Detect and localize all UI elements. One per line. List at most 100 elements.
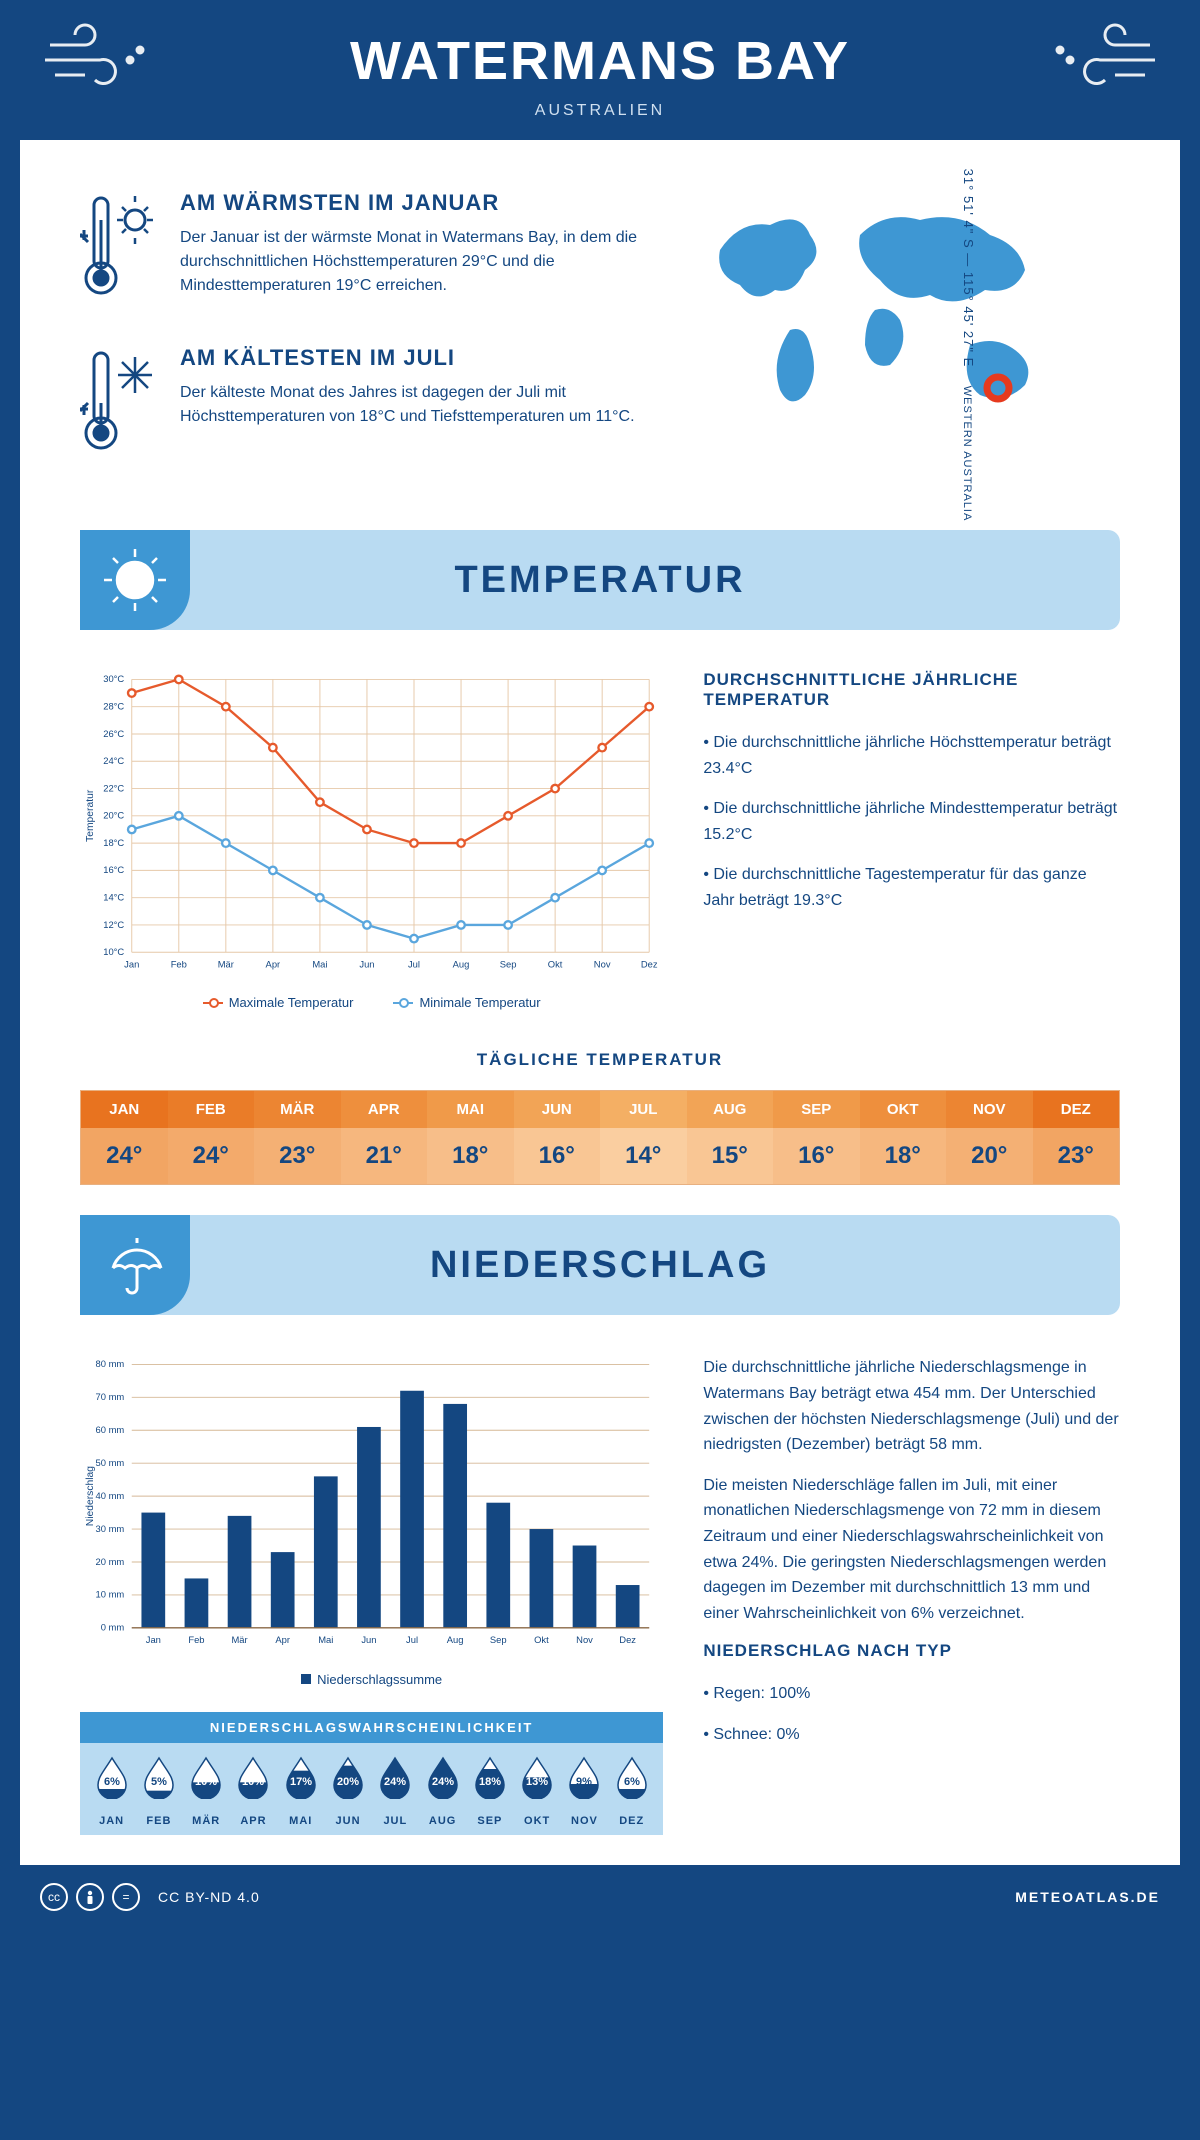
daily-cell: APR21° — [341, 1091, 428, 1184]
svg-text:10%: 10% — [195, 1776, 217, 1788]
svg-text:6%: 6% — [624, 1776, 640, 1788]
svg-text:Dez: Dez — [619, 1634, 636, 1645]
svg-text:16°C: 16°C — [103, 864, 124, 875]
daily-cell: MÄR23° — [254, 1091, 341, 1184]
precip-type-heading: NIEDERSCHLAG NACH TYP — [703, 1641, 1120, 1661]
thermometer-sun-icon — [80, 190, 160, 305]
temperature-title: TEMPERATUR — [190, 559, 1120, 602]
drop-cell: 10% APR — [230, 1755, 277, 1827]
drop-cell: 20% JUN — [324, 1755, 371, 1827]
svg-text:Sep: Sep — [490, 1634, 507, 1645]
warmest-block: AM WÄRMSTEN IM JANUAR Der Januar ist der… — [80, 190, 660, 305]
annual-temp-heading: DURCHSCHNITTLICHE JÄHRLICHE TEMPERATUR — [703, 670, 1120, 710]
svg-text:80 mm: 80 mm — [96, 1359, 125, 1370]
svg-text:40 mm: 40 mm — [96, 1490, 125, 1501]
daily-cell: FEB24° — [168, 1091, 255, 1184]
precip-para-1: Die durchschnittliche jährliche Niedersc… — [703, 1355, 1120, 1457]
svg-text:Aug: Aug — [447, 1634, 464, 1645]
svg-text:70 mm: 70 mm — [96, 1392, 125, 1403]
precipitation-probability-box: NIEDERSCHLAGSWAHRSCHEINLICHKEIT 6% JAN 5… — [80, 1712, 663, 1835]
chart-legend: Maximale Temperatur Minimale Temperatur — [80, 995, 663, 1010]
precipitation-bar-chart: 0 mm 10 mm 20 mm 30 mm 40 mm 50 mm 60 mm 70 mm 8… — [80, 1355, 663, 1834]
wind-icon — [1040, 20, 1160, 105]
site-brand: METEOATLAS.DE — [1015, 1889, 1160, 1905]
svg-text:6%: 6% — [104, 1776, 120, 1788]
drop-cell: 9% NOV — [561, 1755, 608, 1827]
umbrella-icon — [80, 1215, 190, 1315]
svg-text:14°C: 14°C — [103, 891, 124, 902]
svg-text:24°C: 24°C — [103, 755, 124, 766]
svg-text:Temperatur: Temperatur — [85, 789, 96, 842]
svg-text:30 mm: 30 mm — [96, 1523, 125, 1534]
svg-text:10°C: 10°C — [103, 946, 124, 957]
drop-cell: 6% JAN — [88, 1755, 135, 1827]
svg-text:28°C: 28°C — [103, 701, 124, 712]
precip-type-list: • Regen: 100%• Schnee: 0% — [703, 1681, 1120, 1747]
svg-text:Okt: Okt — [534, 1634, 549, 1645]
coldest-text: Der kälteste Monat des Jahres ist dagege… — [180, 381, 660, 429]
svg-text:Apr: Apr — [266, 958, 281, 969]
drop-cell: 18% SEP — [466, 1755, 513, 1827]
page-title: WATERMANS BAY — [0, 30, 1200, 92]
svg-text:Mai: Mai — [312, 958, 327, 969]
svg-text:50 mm: 50 mm — [96, 1457, 125, 1468]
footer: cc = CC BY-ND 4.0 METEOATLAS.DE — [0, 1865, 1200, 1929]
daily-cell: SEP16° — [773, 1091, 860, 1184]
drop-cell: 10% MÄR — [183, 1755, 230, 1827]
svg-text:Nov: Nov — [576, 1634, 593, 1645]
coldest-heading: AM KÄLTESTEN IM JULI — [180, 345, 660, 371]
svg-text:Dez: Dez — [641, 958, 658, 969]
svg-text:60 mm: 60 mm — [96, 1425, 125, 1436]
svg-text:20%: 20% — [337, 1776, 359, 1788]
by-icon — [76, 1883, 104, 1911]
drop-cell: 17% MAI — [277, 1755, 324, 1827]
svg-text:Nov: Nov — [594, 958, 611, 969]
temperature-line-chart: 10°C12°C14°C16°C18°C20°C22°C24°C26°C28°C… — [80, 670, 663, 1010]
svg-text:Feb: Feb — [188, 1634, 204, 1645]
daily-cell: NOV20° — [946, 1091, 1033, 1184]
precipitation-title: NIEDERSCHLAG — [190, 1244, 1120, 1287]
svg-text:0 mm: 0 mm — [101, 1622, 125, 1633]
svg-text:Okt: Okt — [548, 958, 563, 969]
svg-text:30°C: 30°C — [103, 673, 124, 684]
cc-icon: cc — [40, 1883, 68, 1911]
daily-temp-title: TÄGLICHE TEMPERATUR — [80, 1050, 1120, 1070]
daily-temperature-table: JAN24°FEB24°MÄR23°APR21°MAI18°JUN16°JUL1… — [80, 1090, 1120, 1185]
daily-cell: OKT18° — [860, 1091, 947, 1184]
svg-text:Jul: Jul — [406, 1634, 418, 1645]
svg-text:17%: 17% — [290, 1776, 312, 1788]
coldest-block: AM KÄLTESTEN IM JULI Der kälteste Monat … — [80, 345, 660, 460]
svg-text:10 mm: 10 mm — [96, 1589, 125, 1600]
daily-cell: AUG15° — [687, 1091, 774, 1184]
world-map: 31° 51' 4" S — 115° 45' 27" E WESTERN AU… — [700, 190, 1120, 500]
svg-text:22°C: 22°C — [103, 782, 124, 793]
page-subtitle: AUSTRALIEN — [0, 102, 1200, 120]
svg-text:12°C: 12°C — [103, 919, 124, 930]
svg-text:10%: 10% — [242, 1776, 264, 1788]
svg-text:Jan: Jan — [124, 958, 139, 969]
svg-text:5%: 5% — [151, 1776, 167, 1788]
svg-text:Jul: Jul — [408, 958, 420, 969]
drop-cell: 24% AUG — [419, 1755, 466, 1827]
svg-text:20 mm: 20 mm — [96, 1556, 125, 1567]
daily-cell: JUN16° — [514, 1091, 601, 1184]
svg-text:Mai: Mai — [318, 1634, 333, 1645]
drop-cell: 6% DEZ — [608, 1755, 655, 1827]
svg-text:24%: 24% — [384, 1776, 406, 1788]
svg-text:Jun: Jun — [361, 1634, 376, 1645]
temperature-section-header: TEMPERATUR — [80, 530, 1120, 630]
svg-text:Mär: Mär — [218, 958, 234, 969]
drop-cell: 24% JUL — [372, 1755, 419, 1827]
chart-legend: Niederschlagssumme — [80, 1672, 663, 1687]
svg-text:9%: 9% — [577, 1776, 593, 1788]
warmest-text: Der Januar ist der wärmste Monat in Wate… — [180, 226, 660, 298]
precipitation-section-header: NIEDERSCHLAG — [80, 1215, 1120, 1315]
precip-para-2: Die meisten Niederschläge fallen im Juli… — [703, 1473, 1120, 1627]
svg-text:Apr: Apr — [275, 1634, 290, 1645]
coordinates-label: 31° 51' 4" S — 115° 45' 27" E WESTERN AU… — [961, 169, 976, 522]
svg-text:18%: 18% — [479, 1776, 501, 1788]
drop-cell: 13% OKT — [514, 1755, 561, 1827]
daily-cell: JUL14° — [600, 1091, 687, 1184]
warmest-heading: AM WÄRMSTEN IM JANUAR — [180, 190, 660, 216]
svg-text:Jun: Jun — [359, 958, 374, 969]
